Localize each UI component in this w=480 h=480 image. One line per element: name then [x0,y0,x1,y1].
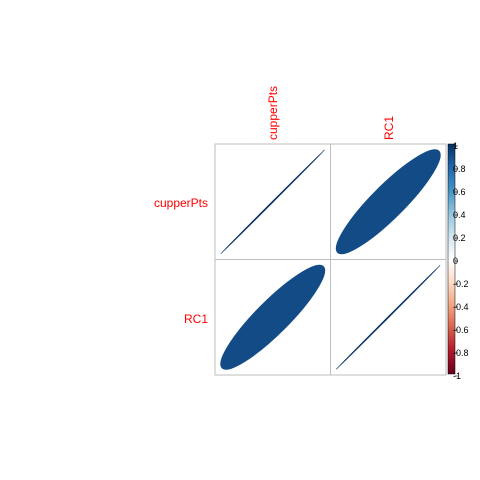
colorbar-tick-label: -0.2 [453,279,469,289]
colorbar-ticks: 1 0.8 0.6 0.4 0.2 0 -0.2 -0.4 -0.6 -0.8 -1 [453,141,469,381]
ellipse-RC1-cupperPts [220,264,326,370]
column-label-RC1: RC1 [382,116,396,140]
row-label-RC1: RC1 [184,312,208,326]
colorbar-tick-label: 0.6 [453,187,466,197]
ellipse-cupperPts-RC1 [335,149,441,255]
colorbar-tick-label: 0.8 [453,164,466,174]
colorbar-tick-label: 1 [453,141,458,151]
ellipse-RC1-RC1 [335,264,441,370]
matrix-cells [214,143,447,376]
colorbar [447,143,456,375]
column-label-cupperPts: cupperPts [266,86,280,140]
colorbar-tick-label: -1 [453,371,461,381]
colorbar-tick-label: -0.8 [453,348,469,358]
row-label-cupperPts: cupperPts [154,196,208,210]
colorbar-tick-label: 0.2 [453,233,466,243]
colorbar-tick-label: 0.4 [453,210,466,220]
colorbar-tick-label: 0 [453,256,458,266]
ellipse-cupperPts-cupperPts [220,149,326,255]
colorbar-tick-label: -0.4 [453,302,469,312]
colorbar-tick-label: -0.6 [453,325,469,335]
